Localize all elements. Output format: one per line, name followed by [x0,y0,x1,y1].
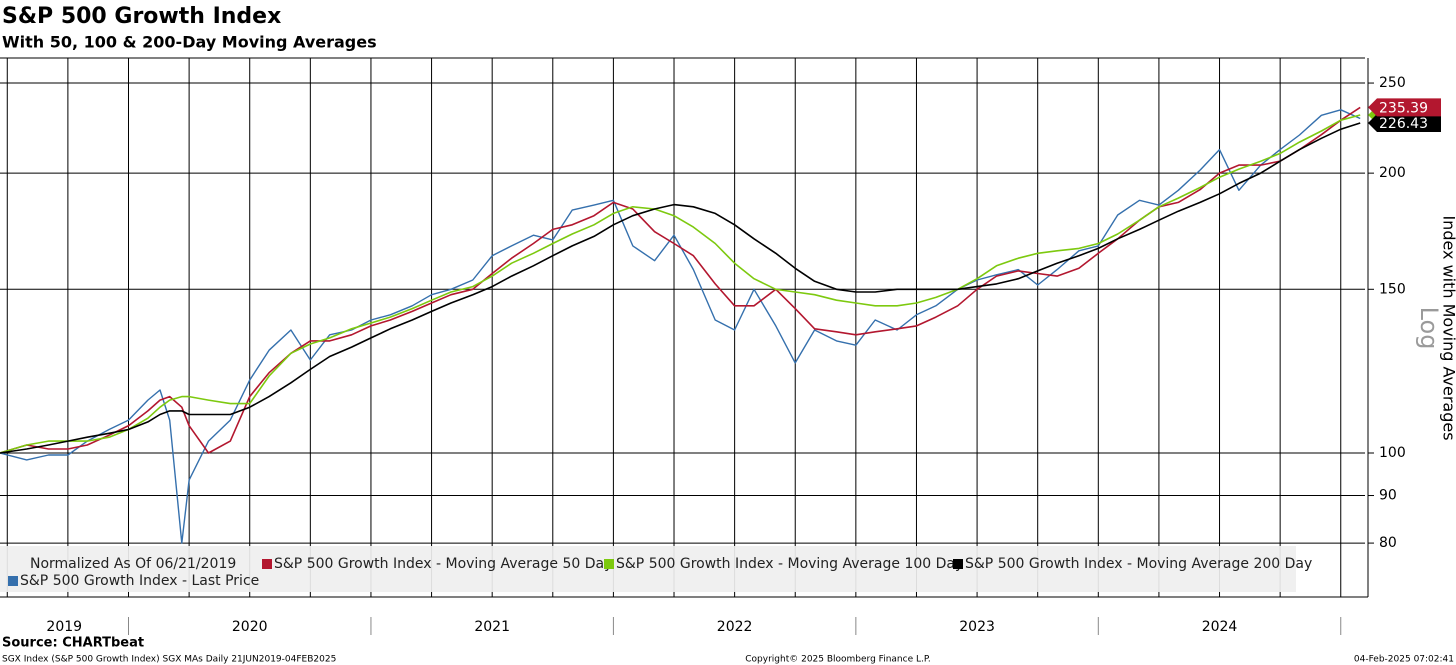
series-line [0,109,1361,544]
legend-note: Normalized As Of 06/21/2019 [30,556,236,572]
scale-label: Log [1415,307,1443,350]
end-label-box [1368,114,1441,133]
series-line [0,114,1361,454]
end-label: 235.39 [1379,100,1428,116]
y-tick-label: 90 [1379,488,1397,504]
legend-label: S&P 500 Growth Index - Last Price [20,573,259,589]
legend-label: S&P 500 Growth Index - Moving Average 50… [274,556,612,572]
x-tick-label: 2024 [1202,619,1238,635]
legend-swatch [604,559,614,569]
y-tick-label: 250 [1379,75,1406,91]
end-label-box [1368,98,1441,117]
legend-label: S&P 500 Growth Index - Moving Average 10… [616,556,963,572]
y-tick-label: 200 [1379,165,1406,181]
footer-right: 04-Feb-2025 07:02:41 [1354,655,1454,665]
legend-swatch [953,559,963,569]
x-tick-label: 2022 [717,619,753,635]
y-tick-label: 150 [1379,281,1406,297]
source: Source: CHARTbeat [2,636,144,651]
x-tick-label: 2019 [46,619,82,635]
footer-left: SGX Index (S&P 500 Growth Index) SGX MAs… [2,655,336,665]
y-tick-label: 80 [1379,535,1397,551]
legend-swatch [262,559,272,569]
series-line [0,106,1361,454]
y-axis-label: Index with Moving Averages [1440,215,1456,440]
legend-label: S&P 500 Growth Index - Moving Average 20… [965,556,1312,572]
y-tick-label: 100 [1379,445,1406,461]
chart-title: S&P 500 Growth Index [2,4,281,29]
footer-center: Copyright© 2025 Bloomberg Finance L.P. [745,655,930,665]
legend-swatch [8,576,18,586]
end-label: 226.43 [1379,116,1428,132]
series-line [0,122,1361,454]
chart-subtitle: With 50, 100 & 200-Day Moving Averages [2,33,377,52]
x-tick-label: 2021 [474,619,510,635]
legend-box [0,546,1296,592]
x-tick-label: 2023 [959,619,995,635]
x-tick-label: 2020 [232,619,268,635]
